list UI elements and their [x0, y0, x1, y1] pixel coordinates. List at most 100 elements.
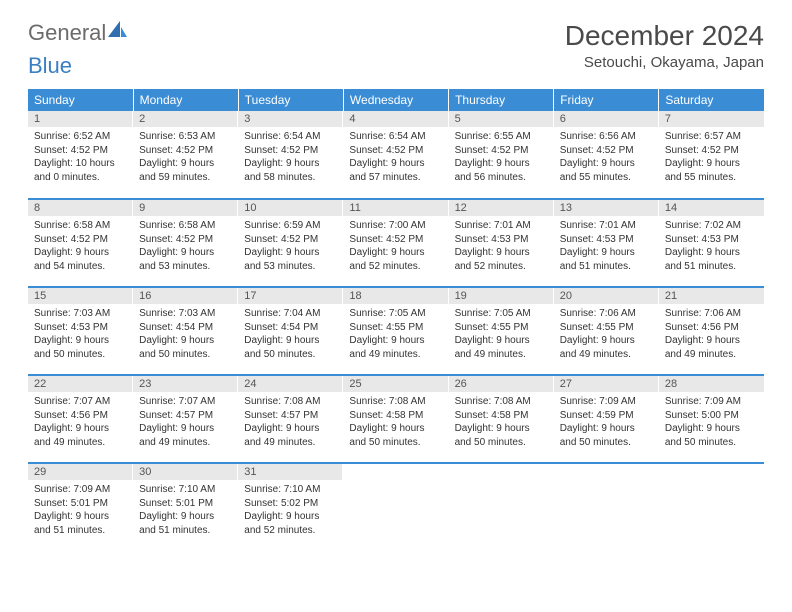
daylight-text: Daylight: 9 hours and 50 minutes.: [560, 422, 653, 449]
day-content: Sunrise: 7:02 AMSunset: 4:53 PMDaylight:…: [659, 216, 764, 277]
day-number: 2: [133, 111, 238, 127]
day-header: Monday: [133, 89, 238, 111]
day-content: Sunrise: 7:01 AMSunset: 4:53 PMDaylight:…: [449, 216, 554, 277]
day-content: Sunrise: 7:08 AMSunset: 4:58 PMDaylight:…: [343, 392, 448, 453]
calendar-day-cell: 12Sunrise: 7:01 AMSunset: 4:53 PMDayligh…: [449, 199, 554, 287]
day-number: 25: [343, 376, 448, 392]
day-content: Sunrise: 6:54 AMSunset: 4:52 PMDaylight:…: [238, 127, 343, 188]
day-number: 13: [554, 200, 659, 216]
calendar-day-cell: 28Sunrise: 7:09 AMSunset: 5:00 PMDayligh…: [659, 375, 764, 463]
sunrise-text: Sunrise: 6:53 AM: [139, 130, 232, 144]
sunset-text: Sunset: 4:52 PM: [560, 144, 653, 158]
sunset-text: Sunset: 4:55 PM: [560, 321, 653, 335]
sunset-text: Sunset: 4:52 PM: [455, 144, 548, 158]
sunrise-text: Sunrise: 6:59 AM: [244, 219, 337, 233]
sunset-text: Sunset: 4:52 PM: [139, 233, 232, 247]
day-number: 11: [343, 200, 448, 216]
daylight-text: Daylight: 9 hours and 49 minutes.: [139, 422, 232, 449]
sunrise-text: Sunrise: 7:09 AM: [560, 395, 653, 409]
day-number: 8: [28, 200, 133, 216]
calendar-week-row: 8Sunrise: 6:58 AMSunset: 4:52 PMDaylight…: [28, 199, 764, 287]
daylight-text: Daylight: 9 hours and 49 minutes.: [244, 422, 337, 449]
sunrise-text: Sunrise: 7:04 AM: [244, 307, 337, 321]
logo-sail-icon: [106, 19, 128, 44]
day-content: Sunrise: 7:05 AMSunset: 4:55 PMDaylight:…: [343, 304, 448, 365]
day-number: 10: [238, 200, 343, 216]
calendar-week-row: 22Sunrise: 7:07 AMSunset: 4:56 PMDayligh…: [28, 375, 764, 463]
daylight-text: Daylight: 10 hours and 0 minutes.: [34, 157, 127, 184]
day-content: Sunrise: 6:53 AMSunset: 4:52 PMDaylight:…: [133, 127, 238, 188]
day-number: 9: [133, 200, 238, 216]
calendar-day-cell: 1Sunrise: 6:52 AMSunset: 4:52 PMDaylight…: [28, 111, 133, 199]
calendar-day-cell: [554, 463, 659, 551]
sunrise-text: Sunrise: 7:03 AM: [139, 307, 232, 321]
day-number: 20: [554, 288, 659, 304]
sunset-text: Sunset: 4:58 PM: [349, 409, 442, 423]
sunrise-text: Sunrise: 7:07 AM: [139, 395, 232, 409]
daylight-text: Daylight: 9 hours and 57 minutes.: [349, 157, 442, 184]
calendar-day-cell: 16Sunrise: 7:03 AMSunset: 4:54 PMDayligh…: [133, 287, 238, 375]
daylight-text: Daylight: 9 hours and 59 minutes.: [139, 157, 232, 184]
sunset-text: Sunset: 4:59 PM: [560, 409, 653, 423]
calendar-day-cell: 23Sunrise: 7:07 AMSunset: 4:57 PMDayligh…: [133, 375, 238, 463]
day-content: Sunrise: 7:07 AMSunset: 4:57 PMDaylight:…: [133, 392, 238, 453]
day-content: Sunrise: 7:10 AMSunset: 5:01 PMDaylight:…: [133, 480, 238, 541]
daylight-text: Daylight: 9 hours and 55 minutes.: [665, 157, 758, 184]
day-content: Sunrise: 7:09 AMSunset: 5:01 PMDaylight:…: [28, 480, 133, 541]
day-content: Sunrise: 6:58 AMSunset: 4:52 PMDaylight:…: [28, 216, 133, 277]
sunset-text: Sunset: 4:52 PM: [349, 144, 442, 158]
day-content: Sunrise: 6:55 AMSunset: 4:52 PMDaylight:…: [449, 127, 554, 188]
day-number: 26: [449, 376, 554, 392]
daylight-text: Daylight: 9 hours and 54 minutes.: [34, 246, 127, 273]
calendar-day-cell: 20Sunrise: 7:06 AMSunset: 4:55 PMDayligh…: [554, 287, 659, 375]
sunset-text: Sunset: 4:53 PM: [455, 233, 548, 247]
sunset-text: Sunset: 4:57 PM: [244, 409, 337, 423]
calendar-day-cell: 3Sunrise: 6:54 AMSunset: 4:52 PMDaylight…: [238, 111, 343, 199]
day-number: 6: [554, 111, 659, 127]
daylight-text: Daylight: 9 hours and 52 minutes.: [244, 510, 337, 537]
day-content: Sunrise: 7:00 AMSunset: 4:52 PMDaylight:…: [343, 216, 448, 277]
sunrise-text: Sunrise: 7:10 AM: [139, 483, 232, 497]
sunset-text: Sunset: 4:52 PM: [244, 144, 337, 158]
sunrise-text: Sunrise: 7:09 AM: [665, 395, 758, 409]
sunrise-text: Sunrise: 6:56 AM: [560, 130, 653, 144]
day-number: 12: [449, 200, 554, 216]
day-header: Sunday: [28, 89, 133, 111]
sunrise-text: Sunrise: 6:55 AM: [455, 130, 548, 144]
day-content: Sunrise: 7:09 AMSunset: 5:00 PMDaylight:…: [659, 392, 764, 453]
sunrise-text: Sunrise: 7:09 AM: [34, 483, 127, 497]
calendar-day-cell: 11Sunrise: 7:00 AMSunset: 4:52 PMDayligh…: [343, 199, 448, 287]
sunset-text: Sunset: 5:01 PM: [34, 497, 127, 511]
calendar-day-cell: 18Sunrise: 7:05 AMSunset: 4:55 PMDayligh…: [343, 287, 448, 375]
day-number: 3: [238, 111, 343, 127]
daylight-text: Daylight: 9 hours and 52 minutes.: [349, 246, 442, 273]
day-number: 24: [238, 376, 343, 392]
calendar-week-row: 1Sunrise: 6:52 AMSunset: 4:52 PMDaylight…: [28, 111, 764, 199]
day-header-row: Sunday Monday Tuesday Wednesday Thursday…: [28, 89, 764, 111]
calendar-day-cell: 29Sunrise: 7:09 AMSunset: 5:01 PMDayligh…: [28, 463, 133, 551]
sunset-text: Sunset: 4:56 PM: [34, 409, 127, 423]
daylight-text: Daylight: 9 hours and 50 minutes.: [34, 334, 127, 361]
calendar-day-cell: 8Sunrise: 6:58 AMSunset: 4:52 PMDaylight…: [28, 199, 133, 287]
calendar-day-cell: 5Sunrise: 6:55 AMSunset: 4:52 PMDaylight…: [449, 111, 554, 199]
day-content: Sunrise: 7:06 AMSunset: 4:56 PMDaylight:…: [659, 304, 764, 365]
daylight-text: Daylight: 9 hours and 50 minutes.: [665, 422, 758, 449]
sunset-text: Sunset: 4:53 PM: [34, 321, 127, 335]
sunrise-text: Sunrise: 6:57 AM: [665, 130, 758, 144]
day-number: 5: [449, 111, 554, 127]
day-number: 15: [28, 288, 133, 304]
sunrise-text: Sunrise: 7:07 AM: [34, 395, 127, 409]
sunrise-text: Sunrise: 6:54 AM: [349, 130, 442, 144]
sunrise-text: Sunrise: 7:06 AM: [665, 307, 758, 321]
day-header: Friday: [554, 89, 659, 111]
day-number: 1: [28, 111, 133, 127]
sunset-text: Sunset: 5:01 PM: [139, 497, 232, 511]
daylight-text: Daylight: 9 hours and 51 minutes.: [665, 246, 758, 273]
daylight-text: Daylight: 9 hours and 51 minutes.: [560, 246, 653, 273]
daylight-text: Daylight: 9 hours and 56 minutes.: [455, 157, 548, 184]
day-number: 31: [238, 464, 343, 480]
calendar-day-cell: [449, 463, 554, 551]
day-number: 28: [659, 376, 764, 392]
day-header: Thursday: [449, 89, 554, 111]
calendar-day-cell: [659, 463, 764, 551]
